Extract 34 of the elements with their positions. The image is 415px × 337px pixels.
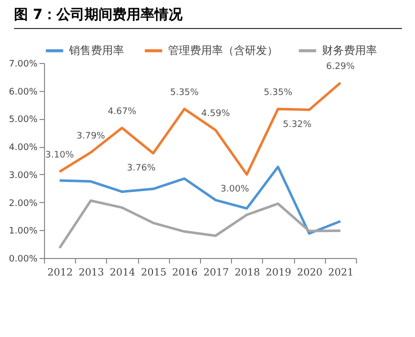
y-tick-label: 2.00% bbox=[8, 198, 38, 209]
x-tick-label: 2020 bbox=[296, 268, 322, 278]
x-tick-label: 2013 bbox=[78, 268, 104, 278]
data-label: 3.76% bbox=[126, 163, 156, 174]
x-tick-label: 2017 bbox=[203, 268, 229, 278]
data-label: 6.29% bbox=[326, 62, 356, 72]
y-tick-label: 1.00% bbox=[8, 226, 38, 237]
x-tick-label: 2012 bbox=[47, 268, 73, 278]
chart-title: 图 7：公司期间费用率情况 bbox=[14, 6, 183, 24]
data-label: 3.79% bbox=[76, 131, 106, 142]
y-tick-label: 6.00% bbox=[8, 87, 38, 98]
x-tick-label: 2019 bbox=[266, 268, 292, 278]
data-label: 5.35% bbox=[170, 88, 200, 98]
x-tick-label: 2015 bbox=[140, 268, 166, 278]
data-label: 5.35% bbox=[264, 88, 293, 98]
y-tick-label: 5.00% bbox=[8, 115, 38, 126]
y-tick-label: 3.00% bbox=[8, 170, 38, 181]
data-label: 4.59% bbox=[201, 109, 230, 120]
legend-label: 销售费用率 bbox=[68, 44, 124, 57]
y-tick-label: 7.00% bbox=[8, 60, 38, 70]
y-tick-label: 0.00% bbox=[8, 254, 38, 264]
line-series bbox=[58, 199, 342, 250]
data-label: 4.67% bbox=[108, 106, 137, 117]
x-tick-label: 2018 bbox=[234, 268, 260, 278]
x-tick-label: 2021 bbox=[328, 268, 354, 278]
y-tick-label: 4.00% bbox=[8, 143, 38, 154]
x-tick-label: 2016 bbox=[172, 268, 198, 278]
data-label: 3.10% bbox=[45, 150, 74, 161]
legend-label: 管理费用率（含研发） bbox=[168, 44, 278, 57]
legend-label: 财务费用率 bbox=[322, 44, 377, 57]
data-label: 3.00% bbox=[220, 184, 250, 194]
line-series bbox=[58, 166, 342, 235]
x-tick-label: 2014 bbox=[110, 268, 136, 278]
data-label: 5.32% bbox=[282, 120, 312, 130]
